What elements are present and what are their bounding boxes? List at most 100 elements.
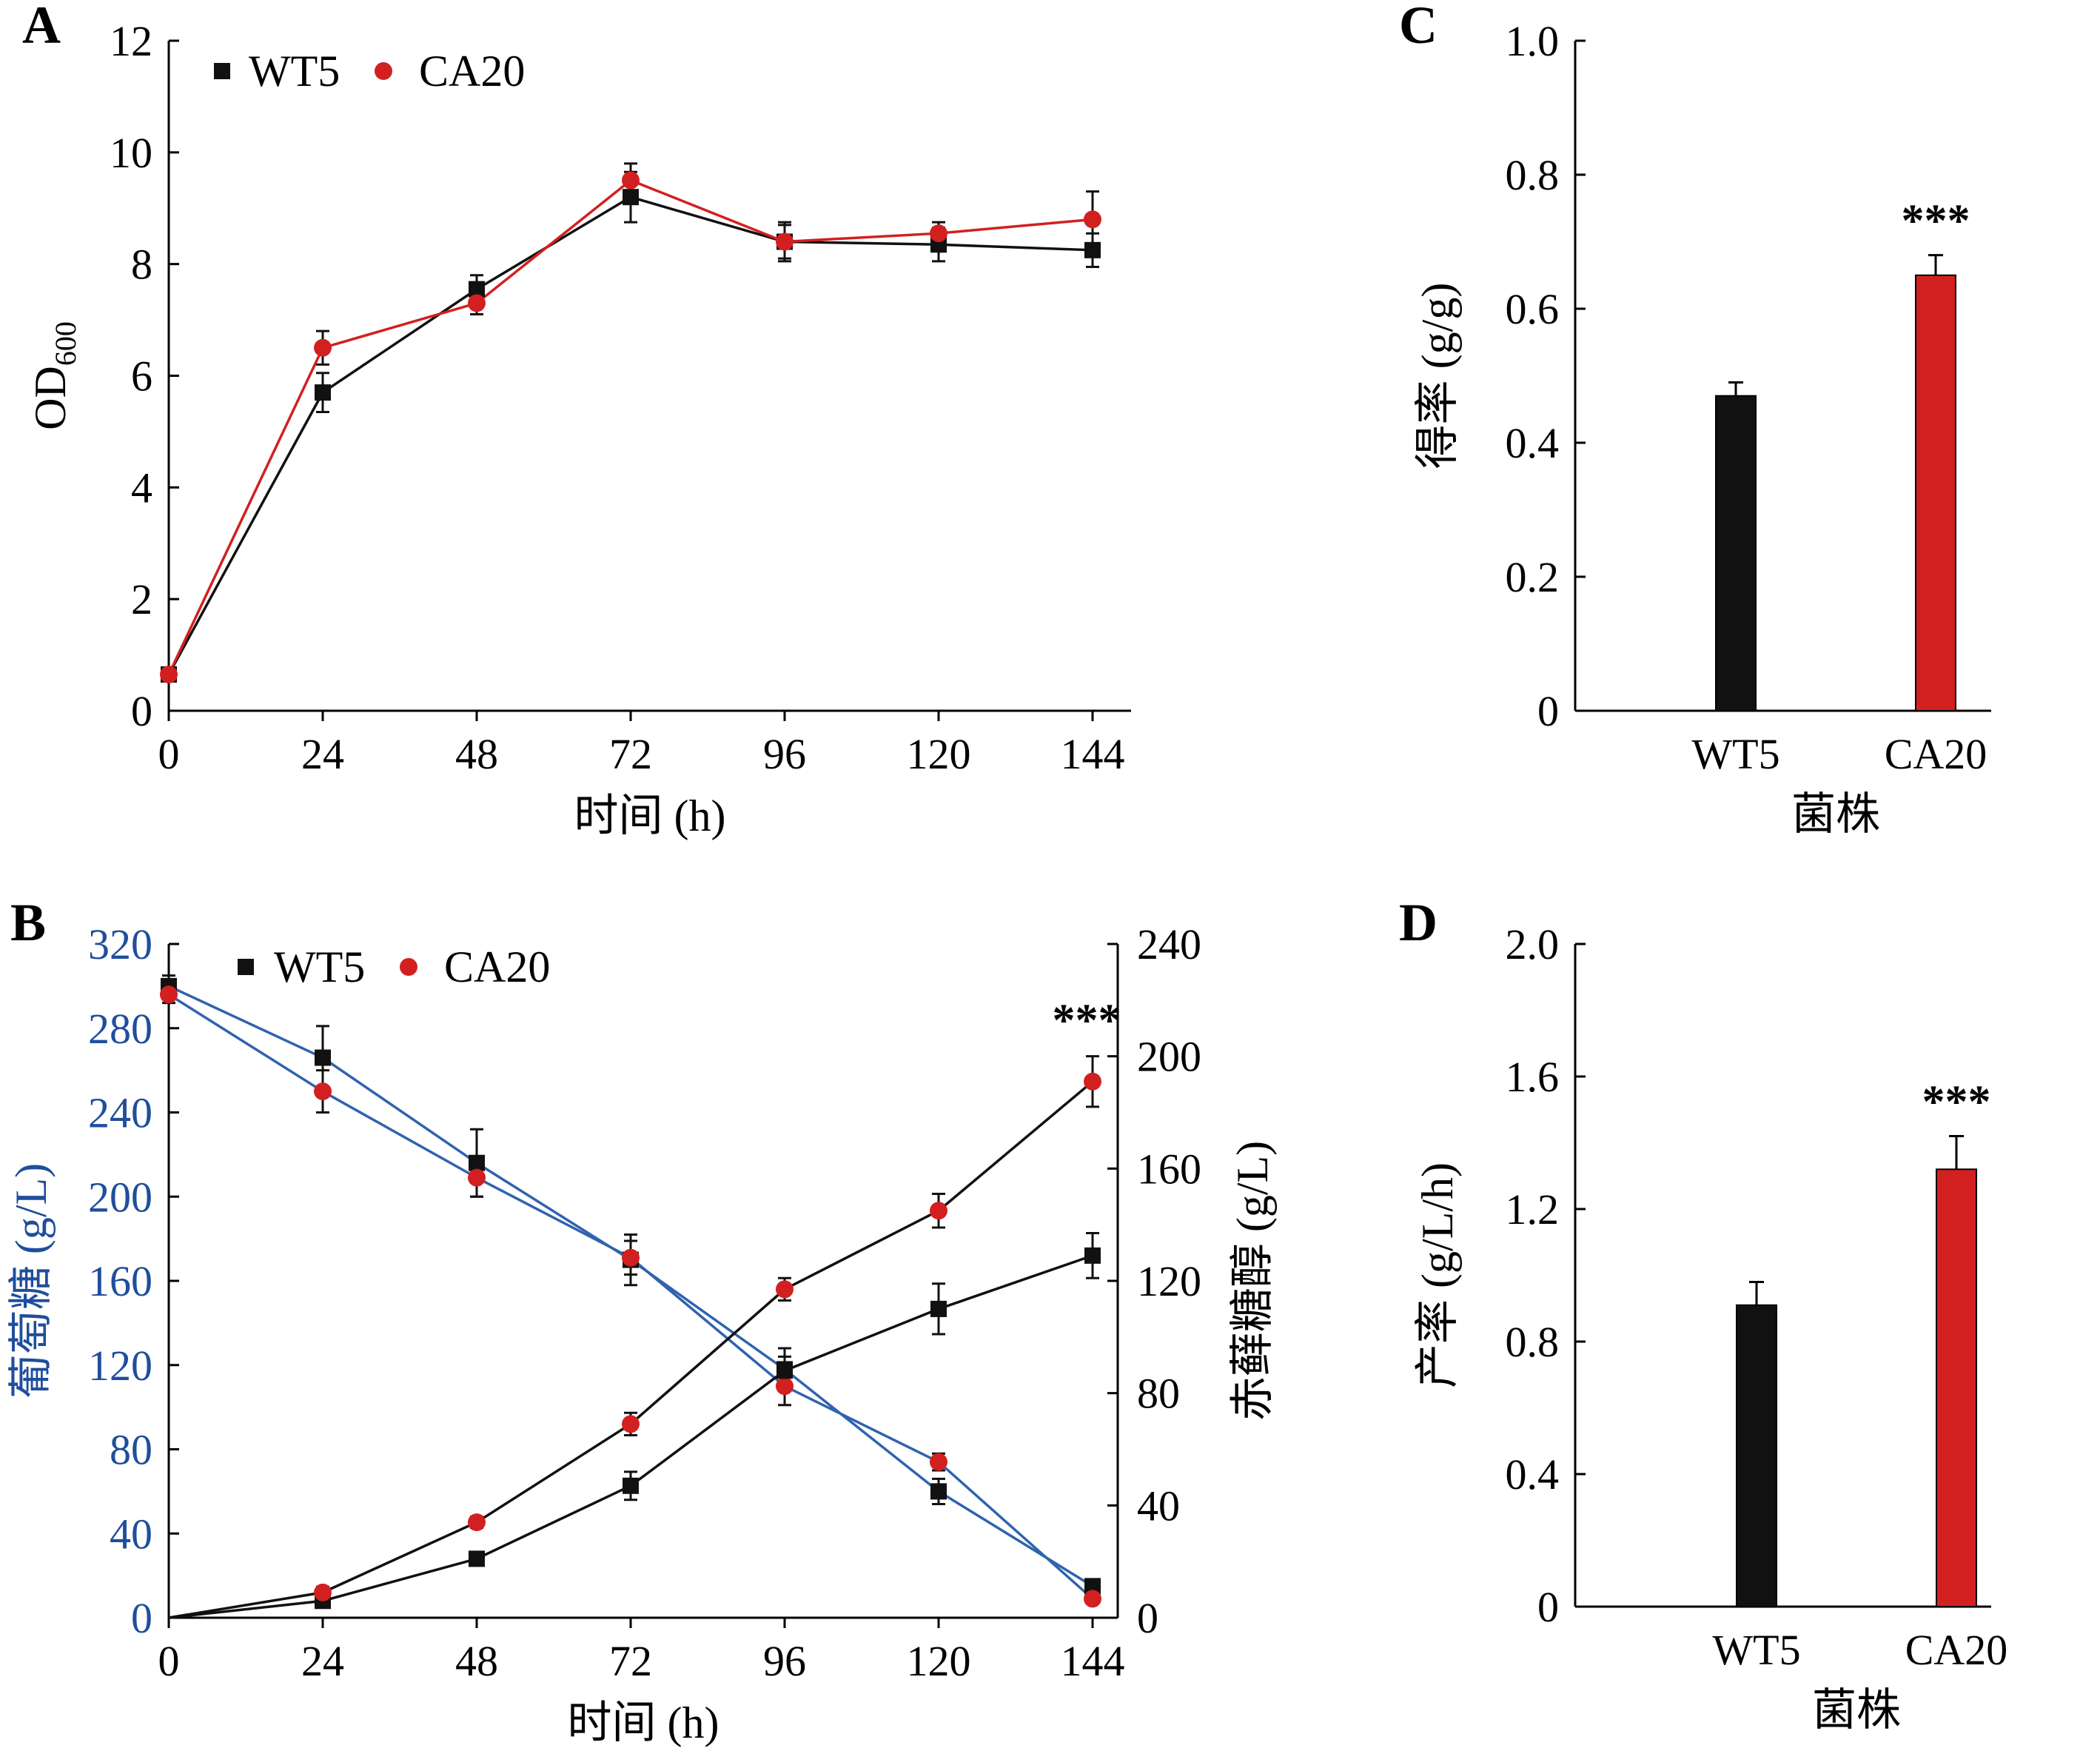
panel-c-x-axis-title: 菌株 bbox=[1791, 790, 1880, 839]
panel-b-left-y-tick-label: 0 bbox=[131, 1594, 152, 1642]
panel-a-point-ca20 bbox=[468, 294, 486, 312]
panel-a-series-line-wt5 bbox=[167, 195, 1093, 675]
panel-b-glucose-point-wt5 bbox=[469, 1154, 485, 1171]
panel-c-significance-label: *** bbox=[1902, 196, 1970, 247]
panel-b-right-y-tick-label: 240 bbox=[1137, 920, 1201, 968]
panel-b-right-y-tick-label: 160 bbox=[1137, 1145, 1201, 1193]
panel-b-glucose-point-ca20 bbox=[160, 985, 178, 1004]
panel-b-x-tick-label: 120 bbox=[907, 1637, 971, 1685]
panel-d-significance-label: *** bbox=[1922, 1077, 1991, 1128]
panel-a-y-tick-label: 4 bbox=[131, 463, 152, 512]
panel-c-y-tick-label: 0.2 bbox=[1506, 553, 1560, 601]
panel-b-erythritol-point-wt5 bbox=[1084, 1247, 1101, 1264]
panel-c-x-tick-label: CA20 bbox=[1885, 730, 1987, 778]
panel-b-glucose-line-ca20 bbox=[168, 993, 1094, 1600]
panel-c-bar-ca20 bbox=[1915, 274, 1956, 712]
panel-a-x-tick-label: 24 bbox=[301, 730, 344, 778]
panel-b-legend-label-ca20: CA20 bbox=[444, 943, 550, 991]
panel-c-y-tick-label: 1.0 bbox=[1506, 17, 1560, 65]
panel-b-glucose-point-ca20 bbox=[776, 1377, 794, 1396]
panel-b-glucose-point-ca20 bbox=[930, 1453, 947, 1471]
panel-b-erythritol-point-ca20 bbox=[776, 1280, 794, 1299]
panel-a-legend-label-wt5: WT5 bbox=[249, 47, 340, 96]
panel-c-y-axis-title: 得率 (g/g) bbox=[1413, 283, 1462, 469]
panel-a-x-tick-label: 96 bbox=[763, 730, 806, 778]
panel-a-point-ca20 bbox=[930, 224, 947, 243]
panel-b-left-y-tick-label: 280 bbox=[88, 1005, 152, 1053]
panel-a-point-wt5 bbox=[315, 384, 331, 401]
panel-b-erythritol-point-ca20 bbox=[1084, 1072, 1101, 1091]
panel-d-bar-ca20 bbox=[1936, 1168, 1977, 1608]
panel-b-x-tick-label: 0 bbox=[158, 1637, 180, 1685]
panel-b-erythritol-point-wt5 bbox=[469, 1550, 485, 1567]
panel-b-legend-marker-ca20 bbox=[400, 958, 417, 976]
panel-b-erythritol-point-ca20 bbox=[930, 1202, 947, 1220]
panel-a-point-wt5 bbox=[1084, 241, 1101, 258]
panel-c-x-tick-label: WT5 bbox=[1691, 730, 1779, 778]
panel-b-erythritol-line-ca20 bbox=[168, 1080, 1094, 1619]
panel-d-x-axis-title: 菌株 bbox=[1812, 1686, 1901, 1735]
panel-b-erythritol-line-wt5 bbox=[168, 1254, 1093, 1619]
panel-a-x-tick-label: 120 bbox=[907, 730, 971, 778]
panel-c-y-tick-label: 0.6 bbox=[1506, 285, 1560, 333]
panel-a-y-tick-label: 0 bbox=[131, 687, 152, 735]
panel-b-glucose-point-ca20 bbox=[622, 1248, 640, 1267]
panel-d-y-tick-label: 1.6 bbox=[1506, 1053, 1560, 1101]
panel-d-bar-wt5 bbox=[1736, 1304, 1777, 1608]
panel-label-d: D bbox=[1399, 893, 1438, 952]
panel-label-c: C bbox=[1399, 0, 1438, 55]
panel-b-glucose-point-wt5 bbox=[930, 1483, 947, 1500]
panel-d-y-tick-label: 0 bbox=[1537, 1583, 1559, 1631]
panel-label-a: A bbox=[22, 0, 61, 55]
panel-b-glucose-erythritol-chart: 0408012016020024028032004080120160200240… bbox=[7, 920, 1277, 1747]
panel-d-y-tick-label: 2.0 bbox=[1506, 920, 1560, 968]
panel-b-erythritol-point-wt5 bbox=[623, 1477, 639, 1494]
panel-a-x-tick-label: 0 bbox=[158, 730, 180, 778]
panel-a-y-tick-label: 10 bbox=[110, 129, 152, 177]
panel-b-right-y-tick-label: 200 bbox=[1137, 1033, 1201, 1081]
panel-b-left-y-tick-label: 200 bbox=[88, 1173, 152, 1221]
panel-a-y-tick-label: 12 bbox=[110, 17, 152, 65]
panel-b-glucose-point-ca20 bbox=[468, 1168, 486, 1187]
panel-a-y-tick-label: 2 bbox=[131, 575, 152, 623]
panel-b-left-y-tick-label: 320 bbox=[88, 920, 152, 968]
panel-d-y-tick-label: 0.4 bbox=[1506, 1450, 1560, 1499]
panel-a-point-ca20 bbox=[1084, 210, 1101, 229]
panel-a-y-axis-title-subscript: 600 bbox=[49, 321, 82, 366]
panel-b-erythritol-point-ca20 bbox=[622, 1415, 640, 1433]
panel-b-right-y-tick-label: 120 bbox=[1137, 1257, 1201, 1305]
panel-b-left-y-tick-label: 240 bbox=[88, 1089, 152, 1137]
panel-d-x-tick-label: CA20 bbox=[1905, 1626, 2008, 1674]
panel-a-point-ca20 bbox=[776, 232, 794, 251]
panel-a-point-ca20 bbox=[314, 338, 332, 357]
panel-a-y-axis-title: OD600 bbox=[26, 321, 82, 430]
panel-b-left-y-tick-label: 120 bbox=[88, 1342, 152, 1390]
panel-b-x-tick-label: 48 bbox=[455, 1637, 498, 1685]
panel-b-x-tick-label: 144 bbox=[1061, 1637, 1125, 1685]
panel-a-point-wt5 bbox=[469, 281, 485, 298]
panel-b-erythritol-point-wt5 bbox=[776, 1362, 793, 1379]
panel-b-left-y-axis-title: 葡萄糖 (g/L) bbox=[7, 1163, 56, 1399]
panel-b-legend-marker-wt5 bbox=[238, 959, 254, 975]
panel-b-glucose-point-wt5 bbox=[1084, 1578, 1101, 1595]
panel-b-right-y-axis-title: 赤藓糖醇 (g/L) bbox=[1228, 1141, 1277, 1421]
panel-d-y-tick-label: 0.8 bbox=[1506, 1318, 1560, 1366]
panel-b-legend-label-wt5: WT5 bbox=[274, 943, 365, 991]
panel-a-y-tick-label: 6 bbox=[131, 352, 152, 401]
panel-a-legend-marker-ca20 bbox=[375, 62, 392, 80]
panel-a-legend-marker-wt5 bbox=[214, 63, 230, 79]
panel-label-b: B bbox=[10, 893, 46, 952]
panel-b-glucose-point-ca20 bbox=[1084, 1590, 1101, 1608]
panel-d-x-tick-label: WT5 bbox=[1712, 1626, 1800, 1674]
panel-b-significance-label: *** bbox=[1053, 996, 1121, 1046]
panel-b-x-axis-title: 时间 (h) bbox=[568, 1698, 719, 1747]
panel-a-x-tick-label: 48 bbox=[455, 730, 498, 778]
panel-b-erythritol-point-wt5 bbox=[930, 1300, 947, 1317]
panel-a-series-line-ca20 bbox=[167, 178, 1093, 675]
panel-a-point-wt5 bbox=[623, 189, 639, 206]
panel-c-y-tick-label: 0 bbox=[1537, 687, 1559, 735]
panel-a-x-tick-label: 144 bbox=[1061, 730, 1125, 778]
panel-b-x-tick-label: 24 bbox=[301, 1637, 344, 1685]
